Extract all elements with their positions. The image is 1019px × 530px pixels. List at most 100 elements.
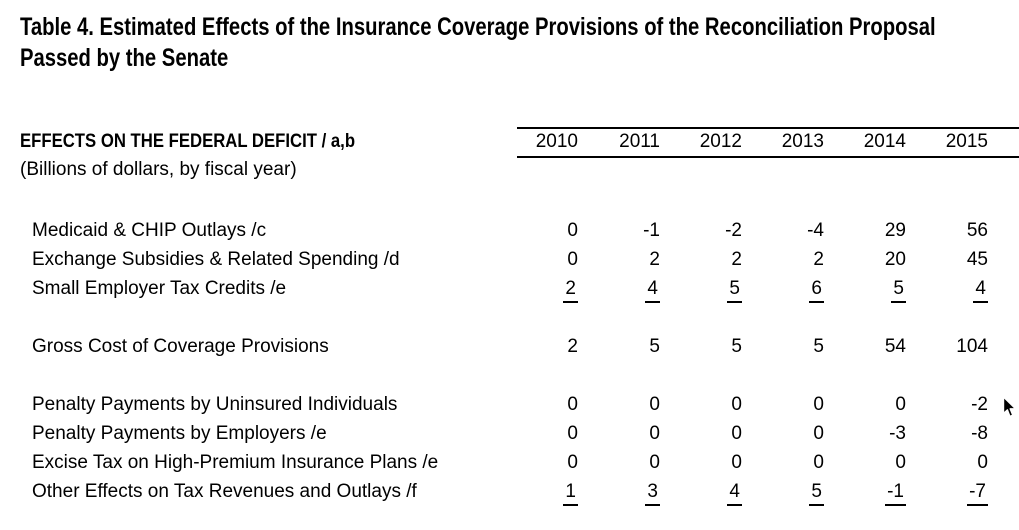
value-cell: 3: [578, 477, 660, 506]
value-cell: 2: [578, 245, 660, 274]
value-cell: 0: [578, 419, 660, 448]
value-text: 5: [891, 277, 906, 303]
value-text: 0: [731, 394, 742, 415]
value-text: -1: [885, 480, 906, 506]
value-cell: 5: [660, 274, 742, 303]
value-cell: 2: [660, 245, 742, 274]
year-column-header: 2012: [699, 131, 742, 152]
value-cell: 0: [578, 390, 660, 419]
section-subtitle: (Billions of dollars, by fiscal year): [20, 159, 297, 180]
value-text: 2: [813, 249, 824, 270]
value-text: -2: [725, 220, 742, 241]
table-body: Medicaid & CHIP Outlays /c 0 -1 -2 -4 29 56 Exc…: [0, 216, 1019, 506]
row-values: 2 4 5 6 5 4: [496, 274, 988, 303]
value-cell: 104: [906, 332, 988, 361]
value-text: 1: [563, 480, 578, 506]
row-label: Medicaid & CHIP Outlays /c: [32, 220, 267, 241]
value-text: 45: [966, 249, 988, 270]
value-text: 6: [809, 277, 824, 303]
table-row: Other Effects on Tax Revenues and Outlay…: [0, 477, 1019, 506]
value-cell: 0: [742, 419, 824, 448]
value-text: 4: [645, 277, 660, 303]
value-text: 20: [884, 249, 906, 270]
value-cell: 0: [660, 419, 742, 448]
row-values: 0 -1 -2 -4 29 56: [496, 216, 988, 245]
year-column-header: 2015: [945, 131, 988, 152]
value-text: 5: [809, 480, 824, 506]
section-header: EFFECTS ON THE FEDERAL DEFICIT / a,b: [20, 131, 356, 152]
row-label: Small Employer Tax Credits /e: [32, 278, 287, 299]
value-cell: 0: [496, 419, 578, 448]
value-text: 0: [895, 452, 906, 473]
value-text: 0: [649, 452, 660, 473]
value-cell: 0: [496, 216, 578, 245]
value-cell: 2: [496, 274, 578, 303]
value-text: 0: [731, 452, 742, 473]
value-cell: 2: [742, 245, 824, 274]
year-header-row: 2010 2011 2012 2013 2014 2015: [496, 130, 988, 154]
value-text: 0: [977, 452, 988, 473]
value-text: 0: [649, 394, 660, 415]
row-values: 0 0 0 0 0 0: [496, 448, 988, 477]
table-title-line2: Passed by the Senate: [20, 44, 229, 72]
row-label: Gross Cost of Coverage Provisions: [32, 336, 329, 357]
row-label: Other Effects on Tax Revenues and Outlay…: [32, 481, 417, 502]
value-text: 5: [731, 336, 742, 357]
value-text: 5: [727, 277, 742, 303]
value-cell: 5: [824, 274, 906, 303]
value-text: 0: [567, 220, 578, 241]
row-values: 2 5 5 5 54 104: [496, 332, 988, 361]
year-column-header: 2010: [535, 131, 578, 152]
value-cell: -2: [906, 390, 988, 419]
value-cell: 2: [496, 332, 578, 361]
value-text: 2: [649, 249, 660, 270]
value-text: 104: [956, 336, 988, 357]
value-text: 4: [973, 277, 988, 303]
value-text: -3: [889, 423, 906, 444]
value-cell: 0: [496, 448, 578, 477]
value-text: 0: [567, 452, 578, 473]
value-text: 0: [567, 423, 578, 444]
value-text: 54: [884, 336, 906, 357]
value-cell: 0: [660, 448, 742, 477]
value-cell: 6: [742, 274, 824, 303]
row-label: Excise Tax on High-Premium Insurance Pla…: [32, 452, 439, 473]
value-cell: -1: [578, 216, 660, 245]
row-values: 0 2 2 2 20 45: [496, 245, 988, 274]
value-cell: 0: [496, 245, 578, 274]
table-row: Penalty Payments by Uninsured Individual…: [0, 390, 1019, 419]
value-cell: 0: [496, 390, 578, 419]
table-title-line1: Table 4. Estimated Effects of the Insura…: [20, 13, 936, 41]
value-text: 4: [727, 480, 742, 506]
value-cell: 20: [824, 245, 906, 274]
table-row: Gross Cost of Coverage Provisions 2 5 5 5 54 1…: [0, 332, 1019, 361]
value-cell: 5: [742, 332, 824, 361]
value-cell: 0: [660, 390, 742, 419]
row-values: 0 0 0 0 -3 -8: [496, 419, 988, 448]
value-text: 0: [731, 423, 742, 444]
value-cell: 5: [660, 332, 742, 361]
value-text: 0: [895, 394, 906, 415]
value-text: 0: [813, 394, 824, 415]
table-row: Penalty Payments by Employers /e 0 0 0 0 -3 -8: [0, 419, 1019, 448]
value-cell: 0: [742, 448, 824, 477]
value-text: 0: [567, 249, 578, 270]
year-column-header: 2013: [781, 131, 824, 152]
value-cell: -2: [660, 216, 742, 245]
value-text: -2: [971, 394, 988, 415]
value-cell: 29: [824, 216, 906, 245]
value-text: 0: [813, 452, 824, 473]
value-cell: 0: [742, 390, 824, 419]
value-text: -8: [971, 423, 988, 444]
year-column-header: 2011: [619, 131, 660, 152]
value-cell: 0: [824, 390, 906, 419]
value-cell: 4: [906, 274, 988, 303]
value-cell: 1: [496, 477, 578, 506]
value-cell: 45: [906, 245, 988, 274]
value-text: -4: [807, 220, 824, 241]
value-text: 0: [567, 394, 578, 415]
table-row: Excise Tax on High-Premium Insurance Pla…: [0, 448, 1019, 477]
header-rule-top: [517, 127, 1019, 129]
value-cell: -1: [824, 477, 906, 506]
value-cell: 0: [824, 448, 906, 477]
